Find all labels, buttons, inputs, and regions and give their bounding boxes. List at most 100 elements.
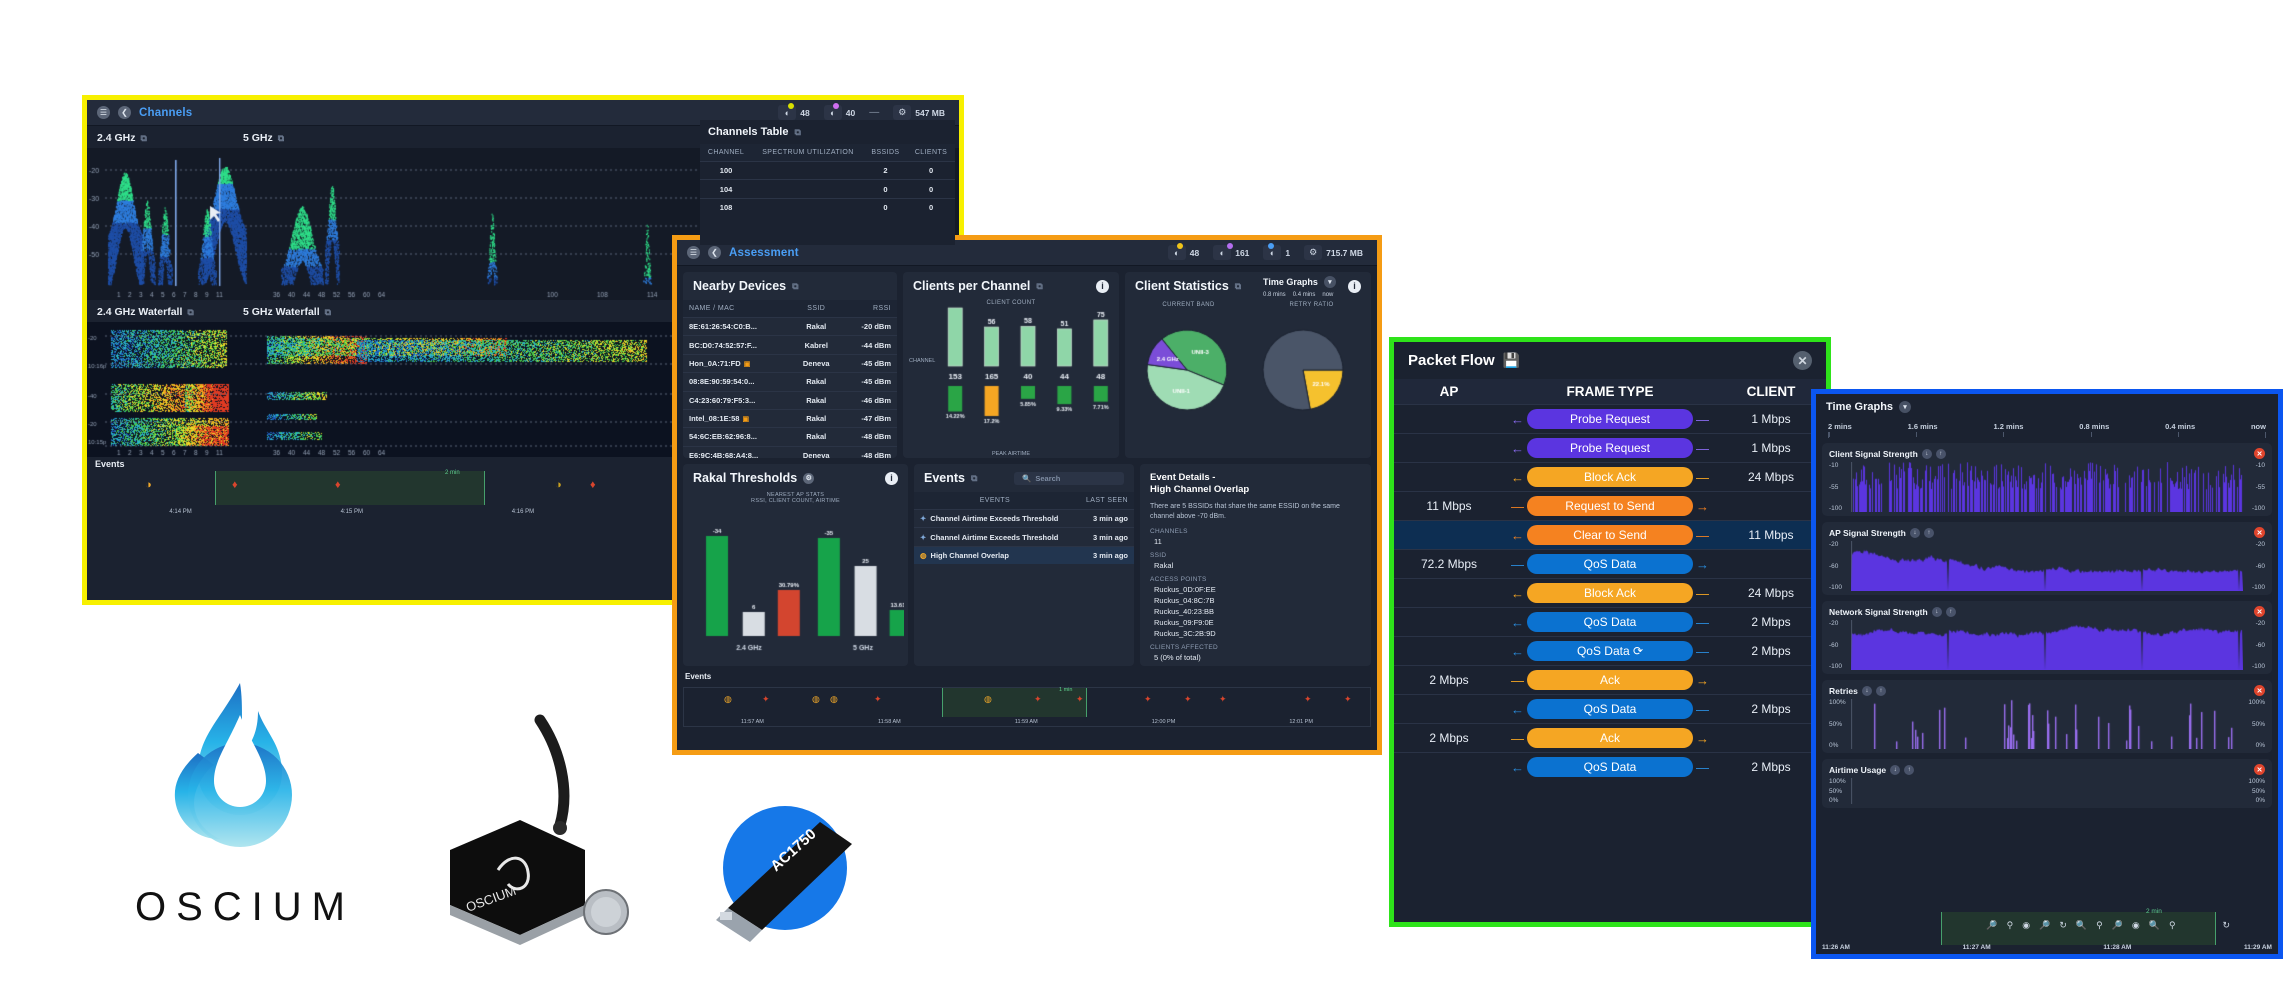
table-row[interactable]: E6:9C:4B:68:A4:8... Deneva -48 dBm xyxy=(683,445,897,458)
packet-flow-row[interactable]: ← Probe Request — 1 Mbps xyxy=(1394,433,1826,462)
person-icon[interactable]: ⚲ xyxy=(2006,920,2014,930)
time-graphs-timeline[interactable]: 2 min 🔎 ⚲ ◉ 🔎 ↻ 🔍 ⚲ 🔎 ◉ 🔍 ⚲ ↻ 11:26 AM 11… xyxy=(1816,908,2278,954)
time-graph-plot[interactable] xyxy=(1851,541,2243,591)
signal-icon[interactable]: ◉ xyxy=(2131,920,2140,930)
close-icon[interactable]: ✕ xyxy=(1793,351,1812,370)
frame-type-pill[interactable]: Ack xyxy=(1527,670,1693,690)
copy-icon[interactable]: ⧉ xyxy=(971,472,978,483)
arrow-down-icon[interactable]: ↓ xyxy=(1931,606,1942,617)
list-item[interactable]: ◍ High Channel Overlap 3 min ago xyxy=(914,545,1134,565)
info-icon[interactable]: i xyxy=(885,471,898,485)
arrow-down-icon[interactable]: ↓ xyxy=(1909,527,1920,538)
copy-icon[interactable]: ⧉ xyxy=(140,132,147,143)
frame-type-pill[interactable]: QoS Data xyxy=(1527,612,1693,632)
frame-type-pill[interactable]: Block Ack xyxy=(1527,583,1693,603)
gear-icon[interactable]: ⚙ xyxy=(1304,245,1323,260)
wifi-event-icon[interactable]: ◍ xyxy=(830,694,838,704)
spike-event-icon[interactable]: ♦ xyxy=(232,479,238,491)
arrow-up-icon[interactable]: ↑ xyxy=(1935,448,1946,459)
table-row[interactable]: Hon_0A:71:FD ▣ Deneva -45 dBm xyxy=(683,353,897,373)
refresh-icon[interactable]: ↻ xyxy=(2222,920,2230,930)
info-icon[interactable]: i xyxy=(1348,279,1361,293)
arrow-up-icon[interactable]: ↑ xyxy=(1904,764,1915,775)
frame-type-pill[interactable]: Ack xyxy=(1527,728,1693,748)
timeline-event-icons[interactable]: 🔎 ⚲ ◉ 🔎 ↻ 🔍 ⚲ 🔎 ◉ 🔍 ⚲ xyxy=(1936,920,2226,931)
table-row[interactable]: 08:8E:90:59:54:0... Rakal -45 dBm xyxy=(683,372,897,391)
copy-icon[interactable]: ⧉ xyxy=(277,132,285,143)
packet-flow-row[interactable]: 11 Mbps — Request to Send → xyxy=(1394,491,1826,520)
close-icon[interactable]: ✕ xyxy=(2254,764,2265,775)
channels-events-timeline[interactable]: 2 min ◑ ♦ ♦ ◑ ♦ 4:14 PM4:15 PM4:16 PM4:1… xyxy=(95,470,951,517)
wifi-event-icon[interactable]: ◍ xyxy=(812,694,820,704)
chevron-down-icon[interactable]: ▾ xyxy=(1899,401,1912,413)
wifi-event-icon[interactable]: ◑ xyxy=(145,479,152,491)
packet-flow-row[interactable]: ← QoS Data ⟳ — 2 Mbps xyxy=(1394,636,1826,665)
frame-type-pill[interactable]: QoS Data xyxy=(1527,757,1693,777)
person-icon[interactable]: ⚲ xyxy=(2096,920,2103,930)
frame-type-pill[interactable]: Clear to Send xyxy=(1527,525,1693,545)
packet-flow-row[interactable]: ← Block Ack — 24 Mbps xyxy=(1394,462,1826,491)
info-icon[interactable]: i xyxy=(1096,279,1109,293)
packet-flow-row[interactable]: ← QoS Data — 2 Mbps xyxy=(1394,694,1826,723)
time-graph-plot[interactable] xyxy=(1851,699,2243,749)
spike-event-icon[interactable]: ✦ xyxy=(1304,694,1312,704)
spike-event-icon[interactable]: ✦ xyxy=(1034,694,1042,704)
search-icon[interactable]: 🔍 xyxy=(2075,920,2088,930)
search-input[interactable]: 🔍 Search xyxy=(1014,471,1124,485)
wifi-search-icon[interactable]: 🔎 xyxy=(1986,920,1998,930)
rakal-thresholds-chart[interactable] xyxy=(687,506,904,654)
packet-flow-row[interactable]: 72.2 Mbps — QoS Data → xyxy=(1394,549,1826,578)
close-icon[interactable]: ✕ xyxy=(2254,685,2265,696)
clients-per-channel-chart[interactable] xyxy=(907,306,1119,436)
assessment-events-timeline[interactable]: 1 min ◍ ✦ ◍ ◍ ✦ ◍ ✦ ✦ ✦ ✦ ✦ ✦ ✦ 11:57 AM 11:58 AM 11:5… xyxy=(683,687,1371,727)
time-graph-plot[interactable] xyxy=(1851,462,2243,512)
arrow-down-icon[interactable]: ↓ xyxy=(1890,764,1901,775)
close-icon[interactable]: ✕ xyxy=(2254,448,2265,459)
arrow-up-icon[interactable]: ↑ xyxy=(1875,685,1886,696)
table-row[interactable]: Intel_08:1E:58 ▣ Rakal -47 dBm xyxy=(683,408,897,428)
copy-icon[interactable]: ⧉ xyxy=(187,306,194,317)
refresh-icon[interactable]: ↻ xyxy=(2059,920,2067,930)
chevron-down-icon[interactable]: ▾ xyxy=(1323,276,1336,288)
table-row[interactable]: 54:6C:EB:62:96:8... Rakal -48 dBm xyxy=(683,427,897,447)
arrow-up-icon[interactable]: ↑ xyxy=(1945,606,1956,617)
frame-type-pill[interactable]: Request to Send xyxy=(1527,496,1693,516)
spike-event-icon[interactable]: ✦ xyxy=(1184,694,1192,704)
wifi-group-icon[interactable]: 🔎 xyxy=(2039,920,2051,930)
spike-event-icon[interactable]: ✦ xyxy=(874,694,882,704)
spike-event-icon[interactable]: ✦ xyxy=(762,694,770,704)
packet-flow-row[interactable]: ← QoS Data — 2 Mbps xyxy=(1394,752,1826,781)
packet-flow-row[interactable]: ← Clear to Send — 11 Mbps xyxy=(1394,520,1826,549)
close-icon[interactable]: ✕ xyxy=(2254,527,2265,538)
table-row[interactable]: 100 2 0 xyxy=(700,160,955,180)
packet-flow-row[interactable]: ← Probe Request — 1 Mbps xyxy=(1394,404,1826,433)
table-row[interactable]: BC:D0:74:52:57:F... Kabrel -44 dBm xyxy=(683,335,897,355)
arrow-down-icon[interactable]: ↓ xyxy=(1861,685,1872,696)
search-icon[interactable]: 🔍 xyxy=(2148,920,2160,930)
save-icon[interactable]: 💾 xyxy=(1502,352,1521,368)
packet-flow-row[interactable]: 2 Mbps — Ack → xyxy=(1394,665,1826,694)
spike-event-icon[interactable]: ♦ xyxy=(590,479,596,491)
person-icon[interactable]: ⚲ xyxy=(2168,920,2176,930)
wifi-event-icon[interactable]: ◍ xyxy=(724,694,732,704)
copy-icon[interactable]: ⧉ xyxy=(794,126,801,137)
minimize-icon[interactable]: — xyxy=(869,107,880,118)
hamburger-icon[interactable]: ☰ xyxy=(97,106,110,119)
gear-icon[interactable]: ⚙ xyxy=(803,472,815,484)
list-item[interactable]: ✦ Channel Airtime Exceeds Threshold 3 min … xyxy=(914,508,1134,528)
frame-type-pill[interactable]: Block Ack xyxy=(1527,467,1693,487)
chevron-left-icon[interactable]: ❮ xyxy=(708,246,721,259)
frame-type-pill[interactable]: Probe Request xyxy=(1527,409,1693,429)
spike-event-icon[interactable]: ✦ xyxy=(1219,694,1227,704)
frame-type-pill[interactable]: QoS Data xyxy=(1527,554,1693,574)
table-row[interactable]: C4:23:60:79:F5:3... Rakal -46 dBm xyxy=(683,390,897,410)
copy-icon[interactable]: ⧉ xyxy=(1036,280,1043,291)
spike-event-icon[interactable]: ✦ xyxy=(1344,694,1352,704)
wifi-event-icon[interactable]: ◍ xyxy=(984,694,992,704)
frame-type-pill[interactable]: Probe Request xyxy=(1527,438,1693,458)
table-row[interactable]: 104 0 0 xyxy=(700,179,955,199)
packet-flow-row[interactable]: ← QoS Data — 2 Mbps xyxy=(1394,607,1826,636)
signal-icon[interactable]: ◉ xyxy=(2022,920,2031,930)
table-row[interactable]: 8E:61:26:54:C0:B... Rakal -20 dBm xyxy=(683,316,897,336)
close-icon[interactable]: ✕ xyxy=(2254,606,2265,617)
